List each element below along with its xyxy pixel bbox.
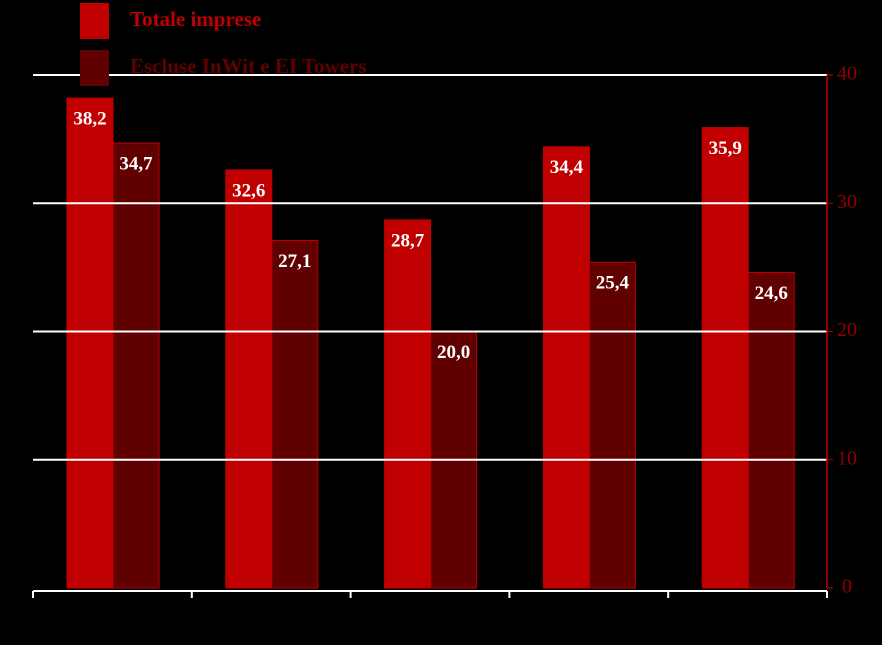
value-label: 20,0 <box>437 342 470 363</box>
bar <box>588 261 636 589</box>
legend-label: Escluse InWit e EI Towers <box>130 54 367 78</box>
bar <box>384 219 432 589</box>
y-tick-label: 0 <box>842 576 852 598</box>
value-label: 24,6 <box>755 283 788 304</box>
value-label: 28,7 <box>391 230 425 251</box>
legend-label: Totale imprese <box>130 7 261 31</box>
value-label: 34,7 <box>119 153 153 174</box>
value-label: 35,9 <box>709 138 742 159</box>
bar <box>542 146 590 589</box>
legend-swatch <box>80 50 109 86</box>
y-tick-label: 10 <box>837 447 857 469</box>
bar <box>225 169 273 589</box>
value-label: 32,6 <box>232 180 265 201</box>
legend-swatch <box>80 3 109 39</box>
bar <box>271 239 319 589</box>
value-label: 34,4 <box>550 157 584 178</box>
y-tick-label: 30 <box>837 191 857 213</box>
bar <box>747 272 795 589</box>
bar <box>112 142 160 589</box>
y-tick-label: 20 <box>837 319 857 341</box>
bar <box>66 97 114 589</box>
y-tick-label: 40 <box>837 63 857 85</box>
bar <box>701 127 749 589</box>
value-label: 38,2 <box>73 108 106 129</box>
value-label: 27,1 <box>278 251 311 272</box>
value-label: 25,4 <box>596 273 630 294</box>
